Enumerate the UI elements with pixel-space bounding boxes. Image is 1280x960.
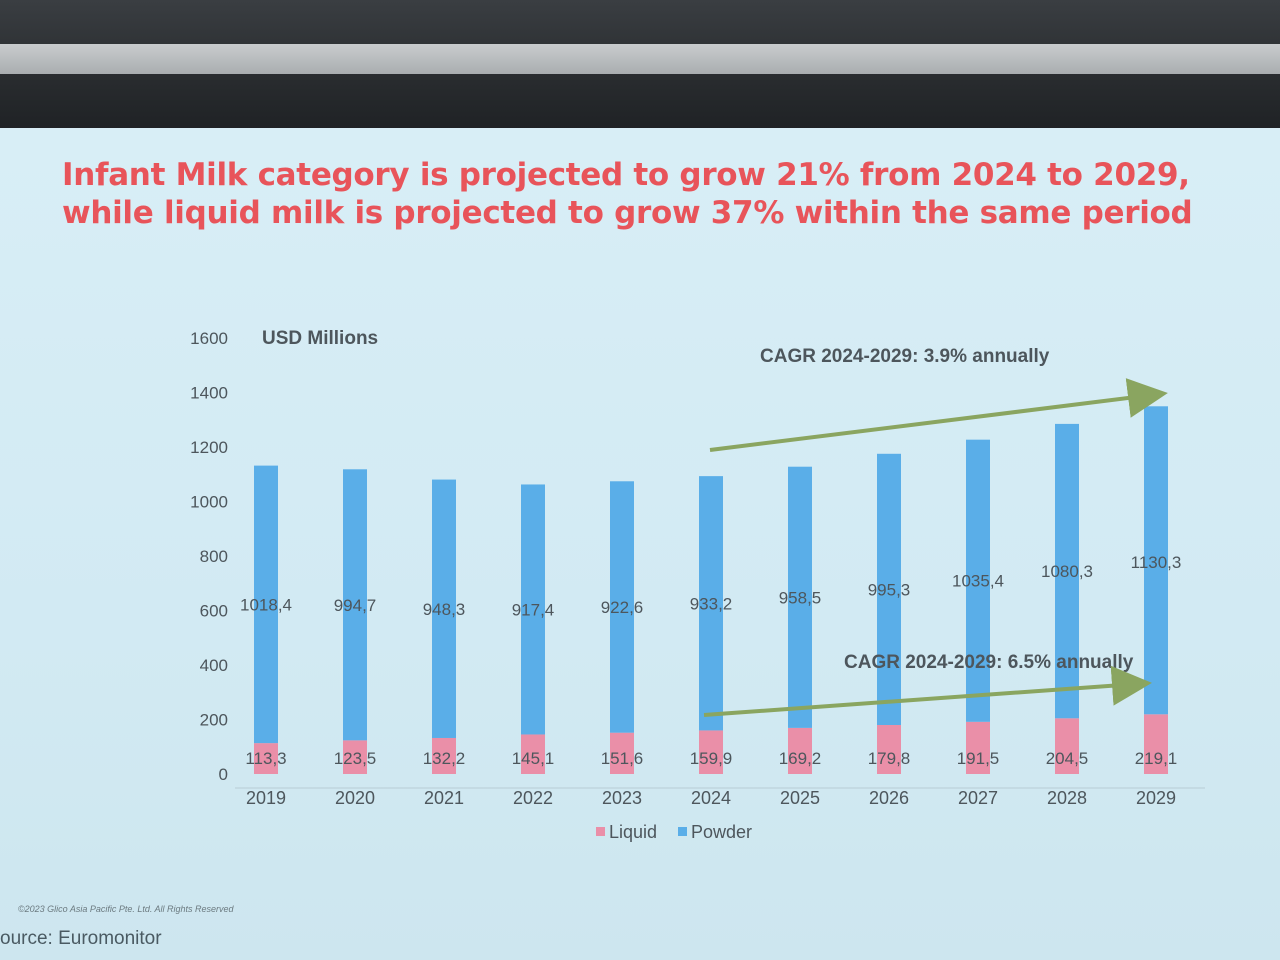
bar-powder [343,469,367,741]
data-label-liquid: 123,5 [334,749,377,768]
data-label-powder: 958,5 [779,588,822,607]
legend-swatch-powder [678,827,687,836]
slide-headline: Infant Milk category is projected to gro… [62,156,1242,232]
legend-swatch-liquid [596,827,605,836]
bar-liquid [521,734,545,774]
bar-liquid [699,730,723,774]
unit-label: USD Millions [262,328,378,349]
cagr-total-arrow [709,378,1168,452]
data-label-powder: 995,3 [868,580,911,599]
bar-powder [788,466,812,728]
headline-line-2: while liquid milk is projected to grow 3… [62,195,1193,231]
data-label-powder: 922,6 [601,598,644,617]
x-tick-label: 2021 [424,788,464,808]
bar-powder [254,465,278,744]
data-label-liquid: 219,1 [1135,749,1178,768]
data-label-powder: 1035,4 [952,572,1004,591]
bar-liquid [966,721,990,774]
data-label-powder: 917,4 [512,600,555,619]
bar-powder [699,476,723,731]
legend-label-powder: Powder [691,822,752,842]
presentation-slide: Infant Milk category is projected to gro… [0,128,1280,960]
x-tick-label: 2023 [602,788,642,808]
x-tick-label: 2028 [1047,788,1087,808]
cagr-liquid-arrow [703,665,1152,717]
y-tick-label: 400 [200,656,228,675]
stacked-bar-chart: 0 200 400 600 800 1000 1200 1400 1600 USD Million… [190,328,1205,842]
x-tick-label: 2020 [335,788,375,808]
x-tick-label: 2029 [1136,788,1176,808]
data-label-liquid: 191,5 [957,749,1000,768]
projector-top-edge [0,0,1280,130]
bar-liquid [610,732,634,774]
y-tick-label: 0 [219,765,228,784]
bar-liquid [1144,714,1168,774]
bar-liquid [877,725,901,774]
y-tick-label: 800 [200,547,228,566]
bar-liquid [432,737,456,774]
x-tick-label: 2024 [691,788,731,808]
data-label-liquid: 145,1 [512,749,555,768]
bar-liquid [343,740,367,774]
data-label-liquid: 151,6 [601,749,644,768]
bar-powder [966,439,990,722]
y-tick-label: 1200 [190,438,228,457]
x-tick-label: 2025 [780,788,820,808]
bar-powder [1055,423,1079,719]
bar-liquid [254,743,278,774]
data-label-liquid: 204,5 [1046,749,1089,768]
y-tick-label: 600 [200,602,228,621]
y-tick-label: 1400 [190,384,228,403]
data-label-liquid: 159,9 [690,749,733,768]
legend-label-liquid: Liquid [609,822,657,842]
bar-powder [1144,406,1168,715]
cagr-total-annotation: CAGR 2024-2029: 3.9% annually [760,346,1050,367]
data-label-liquid: 113,3 [245,749,286,768]
data-label-liquid: 179,8 [868,749,911,768]
screen-frame-strip [0,44,1280,74]
data-label-liquid: 132,2 [423,749,466,768]
x-tick-label: 2027 [958,788,998,808]
data-label-powder: 948,3 [423,600,466,619]
x-tick-label: 2022 [513,788,553,808]
source-note: ource: Euromonitor [0,928,162,949]
cagr-liquid-annotation: CAGR 2024-2029: 6.5% annually [844,652,1134,673]
bar-powder [432,479,456,738]
y-tick-label: 200 [200,711,228,730]
x-tick-label: 2019 [246,788,286,808]
headline-line-1: Infant Milk category is projected to gro… [62,157,1190,193]
data-label-liquid: 169,2 [779,749,822,768]
data-label-powder: 1018,4 [240,595,292,614]
x-tick-label: 2026 [869,788,909,808]
y-tick-label: 1600 [190,329,228,348]
data-label-powder: 933,2 [690,594,733,613]
bar-powder [877,453,901,726]
bar-powder [610,481,634,733]
bar-liquid [788,727,812,774]
bar-powder [521,484,545,735]
data-label-powder: 1130,3 [1131,553,1182,572]
y-tick-label: 1000 [190,493,228,512]
data-label-powder: 994,7 [334,596,377,615]
data-label-powder: 1080,3 [1041,562,1093,581]
copyright-note: ©2023 Glico Asia Pacific Pte. Ltd. All R… [18,904,234,914]
bar-liquid [1055,718,1079,774]
